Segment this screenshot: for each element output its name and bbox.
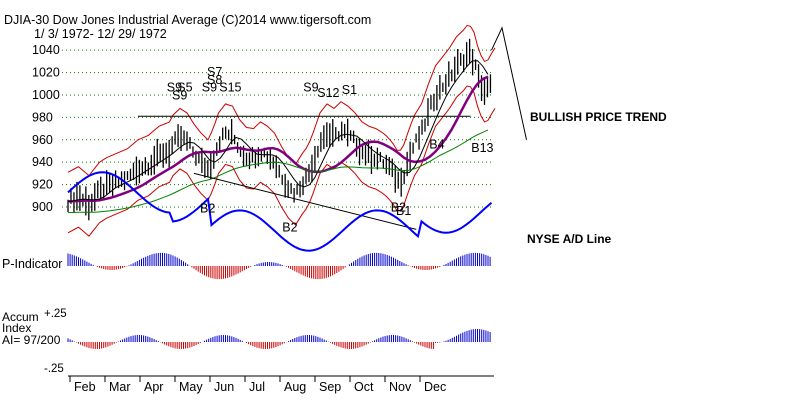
signal-label: S9 [202, 81, 217, 95]
x-tick-label: Feb [74, 380, 96, 394]
ma-purple [67, 75, 489, 203]
y-tick-label: 920 [32, 178, 53, 192]
ad-line-path [67, 171, 493, 252]
ad-line [67, 171, 493, 252]
chart-title: DJIA-30 Dow Jones Industrial Average (C)… [4, 13, 371, 27]
y-tick-label: 1000 [32, 88, 60, 102]
y-axis: 900 920 940 960 980 1000 1020 1040 [32, 43, 60, 214]
ma-green [67, 129, 489, 214]
ai-label: AI= 97/200 [2, 333, 61, 347]
chart-date-range: 1/ 3/ 1972- 12/ 29/ 1972 [34, 27, 167, 41]
nyse-ad-label: NYSE A/D Line [527, 232, 612, 246]
index-label: Index [2, 321, 31, 335]
accum-plus-tick: +.25 [44, 308, 67, 320]
signal-label: S8 [207, 73, 222, 87]
x-tick-label: Mar [109, 380, 131, 394]
signal-label: S12 [317, 86, 339, 100]
bands [67, 24, 496, 237]
moving-averages [67, 60, 489, 230]
trend-line [193, 172, 417, 230]
signal-label: S9 [172, 88, 187, 102]
signal-label: B4 [429, 138, 444, 152]
x-tick-label: May [179, 380, 203, 394]
accum-minus-tick: -.25 [44, 363, 64, 375]
signal-label: S5 [177, 81, 192, 95]
x-tick-label: Sep [319, 380, 341, 394]
p-indicator-panel [67, 252, 491, 280]
p-indicator-label: P-Indicator [2, 257, 62, 271]
lower-band [67, 85, 496, 237]
x-tick-label: Nov [389, 380, 412, 394]
x-tick-label: Dec [424, 380, 446, 394]
accum-panel [67, 329, 491, 349]
price-bars [67, 38, 492, 221]
x-tick-label: Apr [144, 380, 163, 394]
upper-band [67, 24, 496, 177]
y-tick-label: 900 [32, 200, 53, 214]
x-tick-label: Aug [284, 380, 306, 394]
y-tick-label: 1020 [32, 66, 60, 80]
x-tick-label: Oct [354, 380, 374, 394]
accum-label: Accum [2, 310, 39, 324]
ma-short [67, 60, 489, 202]
y-tick-label: 980 [32, 110, 53, 124]
y-tick-label: 1040 [32, 43, 60, 57]
signal-label: S7 [207, 65, 222, 79]
signal-label: B2 [200, 202, 215, 216]
signal-label: B13 [471, 141, 493, 155]
x-tick-label: Jul [249, 380, 265, 394]
x-axis: Feb Mar Apr May Jun Jul Aug Sep Oct Nov Dec [68, 375, 494, 394]
signal-label: S9 [303, 81, 318, 95]
y-tick-label: 960 [32, 133, 53, 147]
y-tick-label: 940 [32, 155, 53, 169]
signal-label: S9 [167, 81, 182, 95]
signal-label: S1 [342, 83, 357, 97]
bullish-trend-arrow [491, 26, 527, 140]
x-tick-label: Jun [214, 380, 234, 394]
signal-label: B2 [391, 200, 406, 214]
signal-label: B2 [282, 221, 297, 235]
signal-label: S15 [219, 81, 241, 95]
bullish-trend-label: BULLISH PRICE TREND [530, 110, 667, 124]
signal-label: B1 [396, 204, 411, 218]
